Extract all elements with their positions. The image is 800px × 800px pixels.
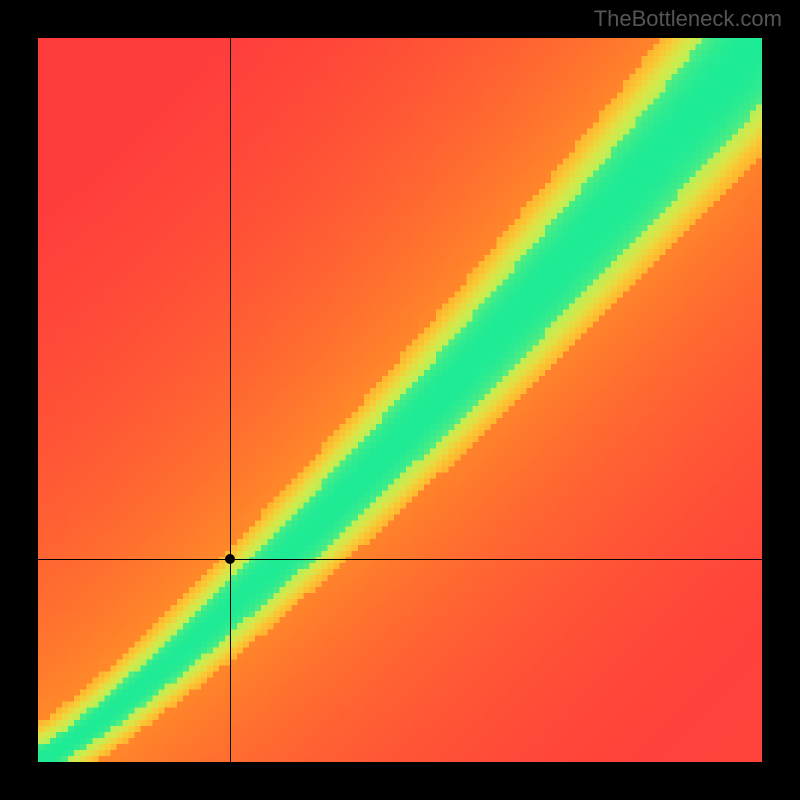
- heatmap-canvas: [38, 38, 762, 762]
- watermark-text: TheBottleneck.com: [594, 6, 782, 32]
- chart-container: TheBottleneck.com: [0, 0, 800, 800]
- crosshair-horizontal: [38, 559, 762, 560]
- crosshair-vertical: [230, 38, 231, 762]
- data-point-marker: [225, 554, 235, 564]
- plot-area: [38, 38, 762, 762]
